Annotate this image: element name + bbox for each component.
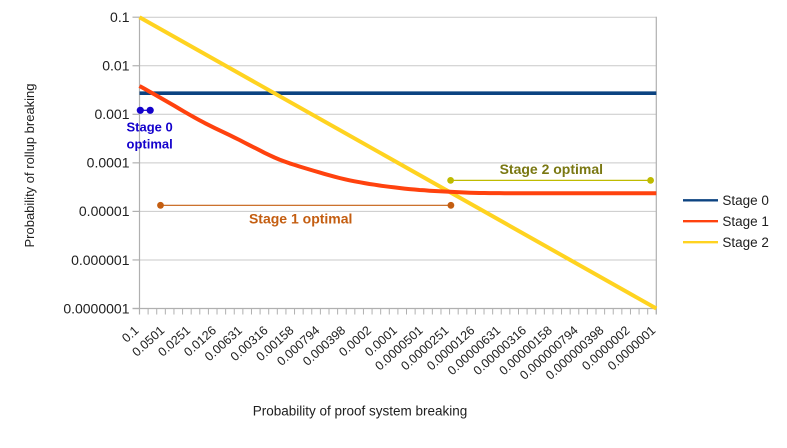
svg-text:0.000001: 0.000001 <box>71 252 130 268</box>
svg-text:Probability of rollup breaking: Probability of rollup breaking <box>22 83 37 247</box>
svg-text:Probability of proof system br: Probability of proof system breaking <box>253 404 468 419</box>
svg-text:Stage 1: Stage 1 <box>722 214 769 229</box>
svg-text:Stage 2 optimal: Stage 2 optimal <box>500 161 603 177</box>
svg-text:Stage 0: Stage 0 <box>722 193 769 208</box>
svg-text:Stage 0: Stage 0 <box>127 119 173 134</box>
svg-text:0.0000001: 0.0000001 <box>63 300 129 316</box>
svg-text:0.001: 0.001 <box>94 106 129 122</box>
svg-text:0.00001: 0.00001 <box>79 203 130 219</box>
svg-text:optimal: optimal <box>127 136 173 151</box>
svg-text:0.1: 0.1 <box>110 9 130 25</box>
svg-text:0.0001: 0.0001 <box>87 155 130 171</box>
svg-text:Stage 2: Stage 2 <box>722 235 769 250</box>
svg-text:0.01: 0.01 <box>102 58 129 74</box>
svg-text:Stage 1 optimal: Stage 1 optimal <box>249 211 352 227</box>
